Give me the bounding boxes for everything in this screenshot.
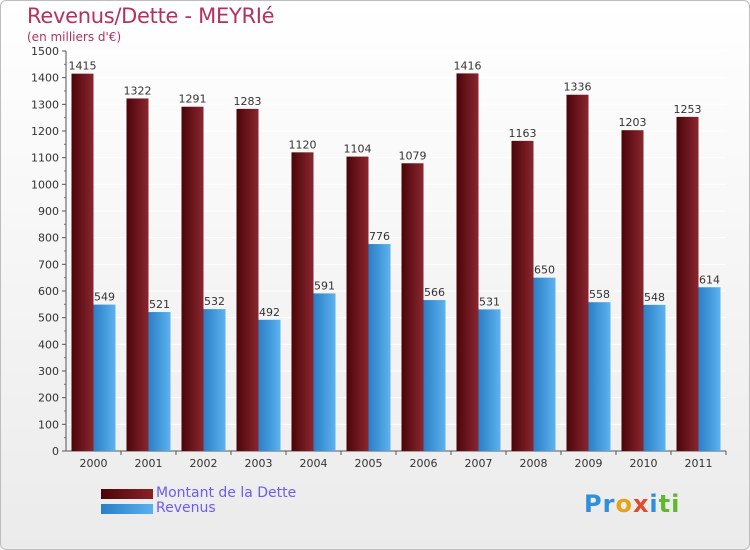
y-tick-label-400: 400 [38, 338, 59, 351]
y-tick-label-1400: 1400 [31, 72, 59, 85]
x-tick-label-2010: 2010 [630, 457, 658, 470]
data-label-dette-2003: 1283 [234, 95, 262, 108]
y-tick-label-100: 100 [38, 418, 59, 431]
y-tick-label-700: 700 [38, 258, 59, 271]
bars-layer [71, 73, 721, 452]
data-label-revenus-2005: 776 [369, 230, 390, 243]
legend-swatch-dette [101, 489, 153, 499]
axes-layer: 0 100 200 300 400 500 600 700 800 900 1000 1100 1200… [31, 45, 727, 470]
bar-dette-2000 [71, 73, 94, 452]
data-label-revenus-2000: 549 [94, 291, 115, 304]
y-tick-label-1500: 1500 [31, 45, 59, 58]
y-tick-label-900: 900 [38, 205, 59, 218]
x-tick-label-2000: 2000 [80, 457, 108, 470]
x-tick-label-2011: 2011 [685, 457, 713, 470]
y-tick-label-600: 600 [38, 285, 59, 298]
data-label-revenus-2004: 591 [314, 279, 335, 292]
legend-swatch-revenus [101, 504, 153, 514]
bar-revenus-2010 [643, 304, 666, 451]
legend-label-revenus: Revenus [156, 500, 216, 516]
bar-revenus-2006 [423, 300, 446, 451]
bar-revenus-2004 [313, 293, 336, 451]
x-tick-label-2005: 2005 [355, 457, 383, 470]
bar-revenus-2003 [258, 319, 281, 451]
x-tick-label-2006: 2006 [410, 457, 438, 470]
bar-dette-2009 [566, 94, 589, 451]
bar-dette-2011 [676, 116, 699, 451]
bar-revenus-2008 [533, 277, 556, 451]
y-tick-label-1200: 1200 [31, 125, 59, 138]
bar-dette-2008 [511, 140, 534, 451]
proxiti-logo: Proxiti [584, 490, 680, 518]
x-tick-label-2007: 2007 [465, 457, 493, 470]
data-label-dette-2010: 1203 [619, 116, 647, 129]
labels-layer: 1415 549 1322 521 1291 532 1283 492 1120 591 1104 7… [69, 59, 721, 318]
data-label-dette-2009: 1336 [564, 81, 592, 94]
legend-label-dette: Montant de la Dette [156, 485, 297, 501]
x-tick-label-2004: 2004 [300, 457, 328, 470]
data-label-dette-2007: 1416 [454, 59, 482, 72]
chart-subtitle: (en milliers d'€) [27, 30, 122, 44]
bar-dette-2004 [291, 152, 314, 452]
data-label-revenus-2008: 650 [534, 264, 555, 277]
logo-letters-3: x [632, 490, 650, 518]
logo-letters-5: t [658, 490, 672, 518]
data-label-revenus-2007: 531 [479, 295, 500, 308]
data-label-revenus-2003: 492 [259, 306, 280, 319]
data-label-revenus-2009: 558 [589, 288, 610, 301]
bar-dette-2010 [621, 130, 644, 451]
data-label-dette-2001: 1322 [124, 84, 152, 97]
y-tick-label-1000: 1000 [31, 178, 59, 191]
data-label-dette-2011: 1253 [674, 103, 702, 116]
y-tick-label-0: 0 [52, 445, 59, 458]
y-tick-label-300: 300 [38, 365, 59, 378]
y-tick-label-800: 800 [38, 232, 59, 245]
x-tick-label-2003: 2003 [245, 457, 273, 470]
data-label-revenus-2001: 521 [149, 298, 170, 311]
bar-dette-2003 [236, 108, 259, 451]
bar-revenus-2005 [368, 244, 391, 451]
x-tick-label-2008: 2008 [520, 457, 548, 470]
bar-dette-2001 [126, 98, 149, 451]
grid-layer [66, 50, 726, 452]
chart-title: Revenus/Dette - MEYRIé [27, 4, 275, 28]
bar-dette-2006 [401, 163, 424, 451]
data-label-revenus-2006: 566 [424, 286, 445, 299]
data-label-dette-2004: 1120 [289, 138, 317, 151]
bar-revenus-2009 [588, 302, 611, 451]
bar-revenus-2001 [148, 312, 171, 451]
y-tick-label-1100: 1100 [31, 152, 59, 165]
data-label-revenus-2010: 548 [644, 291, 665, 304]
bar-revenus-2011 [698, 287, 721, 451]
bar-dette-2002 [181, 106, 204, 451]
bar-revenus-2000 [93, 304, 116, 451]
data-label-dette-2002: 1291 [179, 93, 207, 106]
data-label-dette-2008: 1163 [509, 127, 537, 140]
data-label-dette-2000: 1415 [69, 60, 97, 73]
bar-revenus-2007 [478, 309, 501, 451]
bar-dette-2005 [346, 156, 369, 451]
logo-letters-4: i [649, 490, 659, 518]
bar-revenus-2002 [203, 309, 226, 451]
y-tick-label-200: 200 [38, 392, 59, 405]
logo-letters-2: o [615, 490, 633, 518]
x-tick-label-2009: 2009 [575, 457, 603, 470]
data-label-revenus-2011: 614 [699, 273, 720, 286]
logo-letters-6: i [671, 490, 681, 518]
y-tick-label-1300: 1300 [31, 98, 59, 111]
logo-letters-1: Pr [584, 490, 616, 518]
x-tick-label-2001: 2001 [135, 457, 163, 470]
x-tick-label-2002: 2002 [190, 457, 218, 470]
data-label-dette-2006: 1079 [399, 149, 427, 162]
data-label-revenus-2002: 532 [204, 295, 225, 308]
bar-dette-2007 [456, 73, 479, 452]
data-label-dette-2005: 1104 [344, 143, 372, 156]
y-tick-label-500: 500 [38, 312, 59, 325]
